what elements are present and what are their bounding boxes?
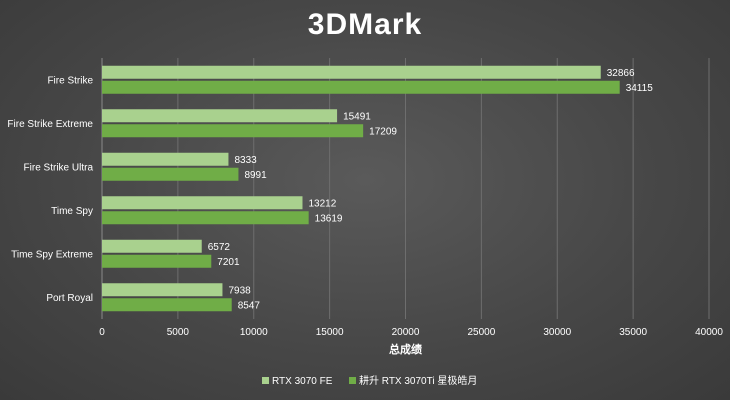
x-tick-label: 5000 [167,327,190,338]
category-label: Fire Strike Extreme [7,119,93,130]
category-label: Time Spy Extreme [11,249,93,260]
x-tick-label: 35000 [619,327,647,338]
x-tick-label: 30000 [543,327,571,338]
x-axis-title: 总成绩 [389,342,422,356]
data-label: 8547 [238,300,261,311]
bar [102,298,232,312]
data-label: 17209 [369,126,397,137]
bar [102,167,239,181]
bar [102,196,303,210]
bar [102,211,309,225]
labels-layer: 0 5000 10000 15000 20000 25000 30000 35000 40000… [7,68,723,338]
category-label: Fire Strike [47,75,93,86]
data-label: 32866 [607,68,635,79]
bar [102,124,364,138]
category-label: Fire Strike Ultra [24,162,94,173]
x-tick-label: 40000 [695,327,723,338]
bar [102,80,620,94]
data-label: 8991 [244,170,267,181]
x-tick-label: 25000 [467,327,495,338]
x-tick-label: 20000 [392,327,420,338]
x-tick-label: 0 [99,327,105,338]
legend: RTX 3070 FE 耕升 RTX 3070Ti 星极皓月 [262,374,477,387]
data-label: 13212 [308,198,336,209]
x-tick-label: 10000 [240,327,268,338]
bar [102,65,601,79]
bar [102,109,338,123]
legend-label: RTX 3070 FE [272,376,333,387]
category-label: Time Spy [51,206,93,217]
data-label: 34115 [626,83,654,94]
data-label: 8333 [234,155,257,166]
legend-swatch [349,377,356,384]
bar [102,152,229,166]
chart-title: 3DMark [307,8,423,41]
data-label: 7201 [217,257,240,268]
x-tick-label: 15000 [316,327,344,338]
bar [102,239,202,253]
data-label: 15491 [343,111,371,122]
legend-swatch [262,377,269,384]
legend-label: 耕升 RTX 3070Ti 星极皓月 [359,374,477,387]
category-label: Port Royal [46,293,93,304]
data-label: 7938 [228,285,251,296]
bar [102,283,223,297]
bar [102,254,212,268]
data-label: 13619 [315,213,343,224]
grid-layer [101,58,710,319]
bars-layer [102,65,620,312]
data-label: 6572 [208,242,231,253]
